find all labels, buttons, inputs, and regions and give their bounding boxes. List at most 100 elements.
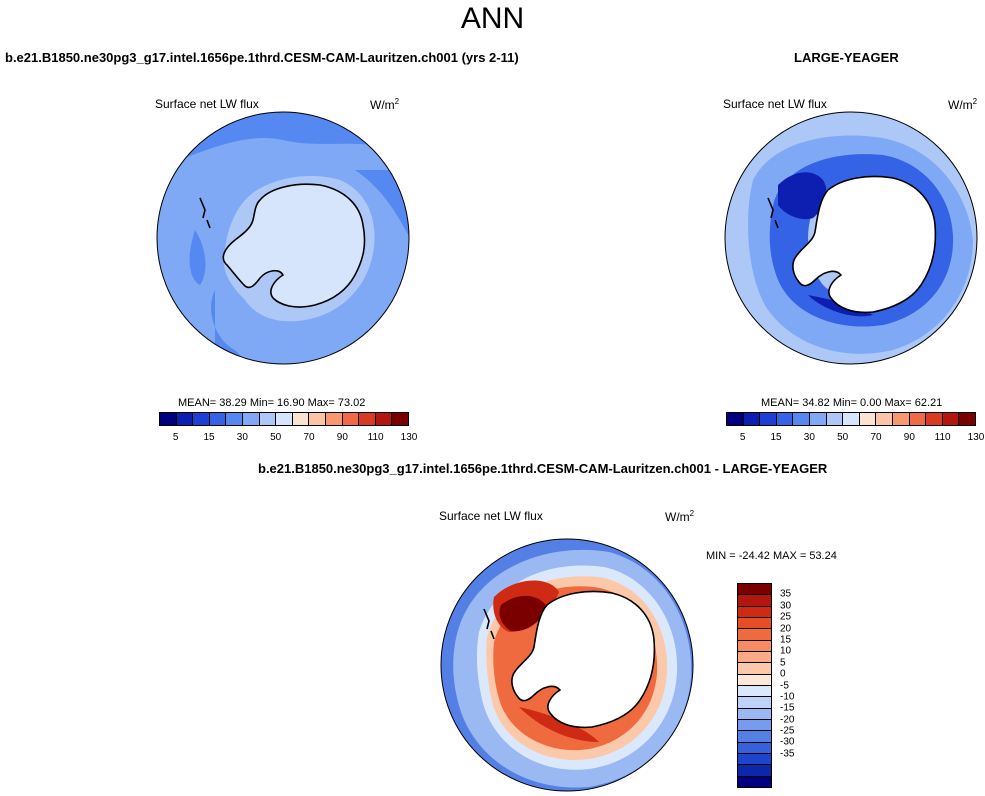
colorbar-label: -25 xyxy=(780,725,795,737)
colorbar-swatch xyxy=(843,413,860,425)
colorbar-swatch xyxy=(859,413,877,425)
colorbar-swatch xyxy=(809,413,827,425)
colorbar-label: 15 xyxy=(780,634,792,646)
colorbar-label: -15 xyxy=(780,702,795,714)
diff-colorbar-labels: 35 30 25 20 15 10 5 0 -5 -10 -15 -20 -25 -30 -35 xyxy=(780,583,810,788)
colorbar-swatch xyxy=(738,742,771,754)
colorbar-swatch xyxy=(793,413,810,425)
diff-units-label: W/m2 xyxy=(665,509,695,524)
colorbar-swatch xyxy=(738,629,771,641)
colorbar-swatch xyxy=(738,708,771,720)
colorbar-label: 110 xyxy=(367,432,384,443)
diff-stats: MIN = -24.42 MAX = 53.24 xyxy=(706,550,837,562)
diff-polar-map xyxy=(440,538,694,792)
colorbar-label: 15 xyxy=(770,432,782,443)
colorbar-label: 10 xyxy=(780,645,792,657)
colorbar-swatch xyxy=(776,413,794,425)
colorbar-swatch xyxy=(738,719,771,732)
model-colorbar xyxy=(159,412,409,426)
colorbar-label: -35 xyxy=(780,748,795,760)
colorbar-swatch xyxy=(909,413,927,425)
model-stats: MEAN= 38.29 Min= 16.90 Max= 73.02 xyxy=(178,397,366,409)
colorbar-label: -5 xyxy=(780,680,789,691)
colorbar-swatch xyxy=(959,413,975,425)
diff-colorbar xyxy=(737,583,772,788)
colorbar-label: 35 xyxy=(780,588,792,600)
colorbar-label: 25 xyxy=(780,611,792,623)
diff-variable-label: Surface net LW flux xyxy=(439,509,543,523)
colorbar-swatch xyxy=(292,413,310,425)
colorbar-label: 70 xyxy=(870,432,882,443)
colorbar-label: 30 xyxy=(803,432,815,443)
colorbar-swatch xyxy=(738,640,771,652)
colorbar-swatch xyxy=(760,413,777,425)
colorbar-swatch xyxy=(342,413,360,425)
colorbar-swatch xyxy=(727,413,744,425)
diff-case-title: b.e21.B1850.ne30pg3_g17.intel.1656pe.1th… xyxy=(258,461,828,476)
colorbar-swatch xyxy=(309,413,326,425)
colorbar-swatch xyxy=(876,413,893,425)
colorbar-label: 130 xyxy=(400,432,418,443)
model-units-label: W/m2 xyxy=(370,97,400,112)
colorbar-swatch xyxy=(738,731,771,743)
colorbar-label: -10 xyxy=(780,691,795,703)
colorbar-label: 20 xyxy=(780,623,792,635)
colorbar-swatch xyxy=(738,584,771,596)
colorbar-swatch xyxy=(738,697,771,709)
colorbar-label: -20 xyxy=(780,714,795,726)
colorbar-swatch xyxy=(926,413,943,425)
page-title: ANN xyxy=(460,2,525,35)
obs-colorbar xyxy=(726,412,976,426)
obs-colorbar-labels: 5 15 30 50 70 90 110 130 xyxy=(726,432,984,444)
colorbar-swatch xyxy=(738,595,771,607)
colorbar-swatch xyxy=(193,413,210,425)
colorbar-swatch xyxy=(738,776,771,787)
colorbar-swatch xyxy=(738,651,771,664)
colorbar-swatch xyxy=(738,685,771,698)
colorbar-swatch xyxy=(226,413,243,425)
colorbar-label: 50 xyxy=(837,432,849,443)
colorbar-swatch xyxy=(359,413,376,425)
colorbar-swatch xyxy=(392,413,408,425)
colorbar-label: 50 xyxy=(270,432,282,443)
colorbar-label: 0 xyxy=(780,668,786,680)
obs-case-title: LARGE-YEAGER xyxy=(794,50,899,65)
model-polar-map xyxy=(156,111,410,365)
colorbar-swatch xyxy=(738,617,771,630)
colorbar-swatch xyxy=(259,413,277,425)
colorbar-label: 70 xyxy=(303,432,315,443)
obs-variable-label: Surface net LW flux xyxy=(723,97,827,111)
colorbar-swatch xyxy=(826,413,844,425)
colorbar-label: 15 xyxy=(203,432,215,443)
colorbar-label: 130 xyxy=(967,432,985,443)
colorbar-label: 5 xyxy=(739,432,746,443)
obs-stats: MEAN= 34.82 Min= 0.00 Max= 62.21 xyxy=(761,397,943,409)
colorbar-swatch xyxy=(276,413,293,425)
colorbar-swatch xyxy=(176,413,194,425)
colorbar-swatch xyxy=(738,765,771,777)
colorbar-swatch xyxy=(892,413,910,425)
colorbar-label: -30 xyxy=(780,736,795,748)
model-case-title: b.e21.B1850.ne30pg3_g17.intel.1656pe.1th… xyxy=(5,50,519,65)
colorbar-label: 90 xyxy=(903,432,915,443)
colorbar-swatch xyxy=(738,663,771,675)
obs-polar-map xyxy=(724,111,978,365)
colorbar-label: 30 xyxy=(236,432,248,443)
colorbar-swatch xyxy=(743,413,761,425)
colorbar-swatch xyxy=(738,753,771,766)
colorbar-label: 110 xyxy=(934,432,951,443)
colorbar-swatch xyxy=(325,413,343,425)
model-colorbar-labels: 5 15 30 50 70 90 110 130 xyxy=(159,432,417,444)
colorbar-swatch xyxy=(738,606,771,618)
colorbar-label: 90 xyxy=(336,432,348,443)
colorbar-swatch xyxy=(209,413,227,425)
colorbar-label: 5 xyxy=(780,657,786,669)
colorbar-swatch xyxy=(738,674,771,686)
obs-units-label: W/m2 xyxy=(948,97,978,112)
colorbar-label: 5 xyxy=(172,432,179,443)
colorbar-label: 30 xyxy=(780,600,792,612)
colorbar-swatch xyxy=(942,413,960,425)
colorbar-swatch xyxy=(375,413,393,425)
colorbar-swatch xyxy=(242,413,260,425)
colorbar-swatch xyxy=(160,413,177,425)
